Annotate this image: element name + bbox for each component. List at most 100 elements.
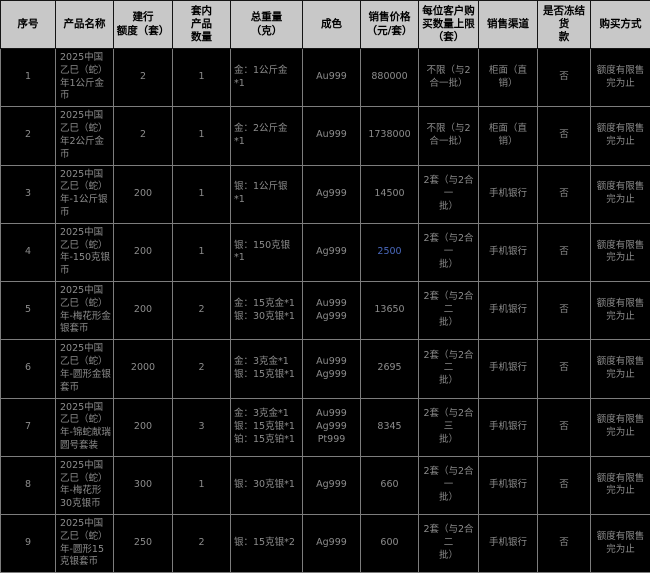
cell-limit: 2套（与2合一 批）	[419, 456, 479, 514]
cell-price: 880000	[361, 49, 419, 107]
cell-freeze: 否	[538, 456, 591, 514]
cell-name: 2025中国乙巳（蛇）年-1公斤银币	[56, 165, 114, 223]
cell-channel: 手机银行	[479, 515, 538, 573]
header-channel: 销售渠道	[479, 1, 538, 49]
cell-weight: 银：150克银 *1	[231, 223, 303, 281]
cell-count: 1	[173, 165, 231, 223]
cell-method: 额度有限售 完为止	[591, 165, 650, 223]
cell-seq: 7	[1, 398, 56, 456]
cell-seq: 4	[1, 223, 56, 281]
cell-channel: 手机银行	[479, 456, 538, 514]
cell-channel: 手机银行	[479, 282, 538, 340]
cell-price: 14500	[361, 165, 419, 223]
cell-seq: 6	[1, 340, 56, 398]
cell-fineness: Au999 Ag999 Pt999	[303, 398, 361, 456]
cell-name: 2025中国乙巳（蛇）年-梅花形金银套币	[56, 282, 114, 340]
cell-seq: 3	[1, 165, 56, 223]
cell-quota: 200	[114, 398, 173, 456]
cell-fineness: Ag999	[303, 456, 361, 514]
cell-limit: 2套（与2合二 批）	[419, 340, 479, 398]
cell-method: 额度有限售 完为止	[591, 515, 650, 573]
cell-name: 2025中国乙巳（蛇）年-锦蛇献瑞圆号套装	[56, 398, 114, 456]
header-count: 套内 产品 数量	[173, 1, 231, 49]
header-weight: 总重量 （克）	[231, 1, 303, 49]
cell-price: 1738000	[361, 107, 419, 165]
cell-limit: 2套（与2合二 批）	[419, 282, 479, 340]
cell-weight: 银：15克银*2	[231, 515, 303, 573]
cell-limit: 2套（与2合一 批）	[419, 223, 479, 281]
cell-limit: 2套（与2合三 批）	[419, 398, 479, 456]
cell-quota: 300	[114, 456, 173, 514]
header-seq: 序号	[1, 1, 56, 49]
cell-limit: 不限（与2 合一批）	[419, 107, 479, 165]
header-limit: 每位客户购 买数量上限 （套）	[419, 1, 479, 49]
cell-count: 2	[173, 515, 231, 573]
cell-method: 额度有限售 完为止	[591, 456, 650, 514]
cell-name: 2025中国乙巳（蛇）年-圆形15克银套币	[56, 515, 114, 573]
header-name: 产品名称	[56, 1, 114, 49]
cell-name: 2025中国乙巳（蛇）年1公斤金币	[56, 49, 114, 107]
cell-method: 额度有限售 完为止	[591, 282, 650, 340]
cell-price: 8345	[361, 398, 419, 456]
cell-quota: 200	[114, 165, 173, 223]
cell-freeze: 否	[538, 282, 591, 340]
cell-quota: 200	[114, 223, 173, 281]
cell-seq: 2	[1, 107, 56, 165]
cell-name: 2025中国乙巳（蛇）年-150克银币	[56, 223, 114, 281]
cell-quota: 2	[114, 49, 173, 107]
cell-fineness: Au999 Ag999	[303, 340, 361, 398]
cell-channel: 手机银行	[479, 223, 538, 281]
cell-fineness: Ag999	[303, 515, 361, 573]
cell-seq: 1	[1, 49, 56, 107]
cell-limit: 2套（与2合二 批）	[419, 515, 479, 573]
cell-count: 3	[173, 398, 231, 456]
cell-count: 1	[173, 223, 231, 281]
cell-name: 2025中国乙巳（蛇）年-梅花形30克银币	[56, 456, 114, 514]
cell-limit: 2套（与2合一 批）	[419, 165, 479, 223]
cell-channel: 手机银行	[479, 340, 538, 398]
cell-weight: 银：1公斤银 *1	[231, 165, 303, 223]
cell-seq: 9	[1, 515, 56, 573]
cell-limit: 不限（与2 合一批）	[419, 49, 479, 107]
cell-seq: 5	[1, 282, 56, 340]
header-fineness: 成色	[303, 1, 361, 49]
header-price: 销售价格 （元/套）	[361, 1, 419, 49]
cell-price: 600	[361, 515, 419, 573]
cell-count: 1	[173, 49, 231, 107]
cell-channel: 柜面（直 销）	[479, 49, 538, 107]
cell-weight: 金：3克金*1 银：15克银*1	[231, 340, 303, 398]
cell-seq: 8	[1, 456, 56, 514]
cell-quota: 200	[114, 282, 173, 340]
cell-fineness: Au999	[303, 107, 361, 165]
cell-freeze: 否	[538, 223, 591, 281]
cell-count: 1	[173, 107, 231, 165]
cell-fineness: Ag999	[303, 165, 361, 223]
cell-weight: 金：1公斤金 *1	[231, 49, 303, 107]
cell-channel: 手机银行	[479, 398, 538, 456]
cell-weight: 金：3克金*1 银：15克银*1 铂：15克铂*1	[231, 398, 303, 456]
cell-weight: 银：30克银*1	[231, 456, 303, 514]
cell-method: 额度有限售 完为止	[591, 398, 650, 456]
cell-price: 660	[361, 456, 419, 514]
header-row: 序号产品名称建行 额度（套）套内 产品 数量总重量 （克）成色销售价格 （元/套…	[1, 1, 650, 49]
cell-fineness: Au999 Ag999	[303, 282, 361, 340]
cell-freeze: 否	[538, 340, 591, 398]
cell-fineness: Au999	[303, 49, 361, 107]
cell-price: 2695	[361, 340, 419, 398]
cell-fineness: Ag999	[303, 223, 361, 281]
header-method: 购买方式	[591, 1, 650, 49]
cell-price[interactable]: 2500	[361, 223, 419, 281]
cell-count: 1	[173, 456, 231, 514]
cell-method: 额度有限售 完为止	[591, 49, 650, 107]
cell-count: 2	[173, 282, 231, 340]
cell-count: 2	[173, 340, 231, 398]
cell-quota: 2	[114, 107, 173, 165]
